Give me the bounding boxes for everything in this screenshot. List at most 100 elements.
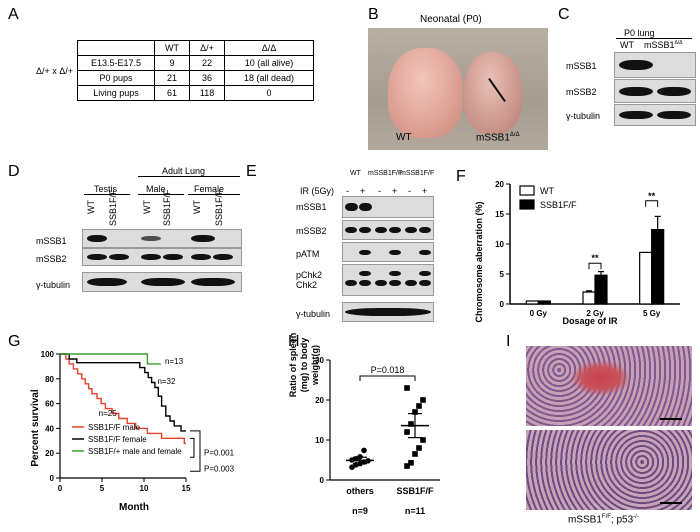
ko-pup: [464, 52, 522, 134]
f-sig-bracket: [588, 262, 602, 270]
f-legend-label: WT: [540, 186, 554, 196]
histology-caption: mSSB1F/F; p53-/-: [568, 514, 639, 526]
f-bar: [582, 291, 596, 305]
e-row-label: mSSB1: [296, 202, 327, 212]
col-wt: WT: [154, 40, 191, 56]
g-pvalue-bracket: [190, 430, 201, 472]
genotype-table: Δ/+ x Δ/+ WT Δ/+ Δ/Δ E13.5-E17.5 9 22 10…: [32, 40, 315, 101]
g-xtick-label: 10: [140, 484, 149, 493]
panel-label-g: G: [8, 333, 21, 350]
f-xlabel: Dosage of IR: [562, 316, 618, 326]
h-point: [404, 429, 410, 435]
f-category-label: 0 Gy: [530, 309, 548, 318]
e-ir-sign: +: [422, 186, 428, 196]
g-n-label: n=13: [165, 357, 184, 366]
g-legend-label: SSB1F/F male: [88, 423, 141, 432]
h-n-label: n=11: [405, 506, 425, 516]
e-row-label: Chk2: [296, 280, 318, 290]
h-point: [361, 447, 367, 454]
blot-d-tubulin: [82, 272, 242, 292]
e-col: mSSB1F/F: [368, 170, 403, 177]
f-bar: [651, 228, 665, 305]
blot-d-mssb2: [82, 248, 242, 266]
g-xtick-label: 5: [100, 484, 105, 493]
d-lane: WT: [142, 200, 152, 214]
panel-label-h: H: [288, 333, 300, 350]
cross-label: Δ/+ x Δ/+: [32, 40, 79, 101]
g-pvalue: P=0.001: [204, 448, 235, 457]
f-ytick-label: 15: [495, 210, 504, 219]
e-row-label: pATM: [296, 249, 320, 259]
blot-e-mssb2: [342, 220, 434, 240]
d-lane: SSB1F/F: [162, 189, 172, 226]
d-row-label: mSSB2: [36, 254, 67, 264]
f-ytick-label: 5: [500, 270, 505, 279]
e-col: WT: [350, 170, 361, 177]
g-legend: SSB1F/F male SSB1F/F female SSB1F/+ male a…: [72, 423, 235, 473]
d-adult-lung: Adult Lung: [162, 166, 206, 176]
e-ir-sign: -: [346, 186, 349, 196]
g-legend-label: SSB1F/+ male and female: [88, 447, 182, 456]
d-female: Female: [194, 184, 225, 194]
e-row-label: mSSB2: [296, 226, 327, 236]
g-xlabel: Month: [119, 502, 149, 513]
f-bar: [639, 251, 653, 305]
d-lane: SSB1F/F: [214, 189, 224, 226]
d-line: [138, 176, 240, 177]
panel-label-a: A: [8, 6, 19, 23]
c-row-label: γ-tubulin: [566, 111, 601, 121]
g-xtick-label: 0: [58, 484, 63, 493]
f-ytick-label: 10: [495, 240, 504, 249]
g-n-label: n=25: [99, 409, 118, 418]
h-point: [408, 421, 414, 427]
f-ytick-label: 20: [495, 180, 504, 189]
c-row-label: mSSB1: [566, 61, 597, 71]
g-ylabel: Percent survival: [30, 389, 41, 466]
g-survival-line: [60, 353, 186, 444]
chart-g: Percent survival Month 0 20 40 60 80 100 0 5 10 1…: [30, 350, 235, 513]
h-category-label: SSB1F/F: [396, 486, 434, 496]
h-pvalue-bracket: [359, 375, 416, 381]
d-lane: WT: [86, 200, 96, 214]
f-bar: [537, 300, 551, 305]
h-ytick-label: 10: [315, 436, 324, 445]
e-ir-sign: -: [378, 186, 381, 196]
blot-e-chk2: [342, 264, 434, 296]
d-line: [188, 194, 240, 195]
blot-e-mssb1: [342, 196, 434, 218]
d-male: Male: [146, 184, 166, 194]
d-line: [138, 194, 184, 195]
blot-d-mssb1: [82, 229, 242, 248]
chart-f: Chromosome aberration (%) Dosage of IR 0…: [474, 180, 680, 326]
f-sig-label: **: [591, 253, 599, 263]
f-legend-swatch: [519, 185, 535, 196]
e-row-label: pChk2: [296, 270, 323, 280]
g-ytick-label: 0: [50, 474, 55, 483]
f-legend: WT SSB1F/F: [519, 185, 577, 210]
e-row-label: γ-tubulin: [296, 309, 331, 319]
g-ytick-label: 20: [45, 449, 54, 458]
g-ytick-label: 80: [45, 375, 54, 384]
c-header-line: [616, 38, 692, 39]
f-ylabel: Chromosome aberration (%): [474, 201, 484, 322]
blot-c-mssb1: [614, 52, 696, 78]
d-row-label: γ-tubulin: [36, 280, 71, 290]
table-row: Living pups 61 118 0: [32, 85, 315, 101]
g-survival-line: [60, 353, 161, 365]
h-point: [404, 463, 410, 469]
f-bars: ** **: [525, 191, 665, 305]
e-ir-label: IR (5Gy): [300, 186, 335, 196]
chart-h: 0 10 20 30 others n=9 SSB1F/F n=11 P=0.018: [315, 356, 440, 516]
f-category-label: 2 Gy: [586, 309, 604, 318]
g-pvalue-bracket: [190, 437, 195, 458]
col-ko: Δ/Δ: [224, 40, 315, 56]
neonatal-photo: [368, 28, 548, 150]
f-sig-label: **: [648, 191, 656, 201]
scale-bar: [660, 502, 682, 504]
d-line: [84, 194, 130, 195]
ko-label: mSSB1Δ/Δ: [476, 132, 520, 144]
h-n-label: n=9: [352, 506, 368, 516]
h-point: [420, 397, 426, 403]
blot-e-tubulin: [342, 302, 434, 322]
g-xtick-label: 15: [182, 484, 191, 493]
